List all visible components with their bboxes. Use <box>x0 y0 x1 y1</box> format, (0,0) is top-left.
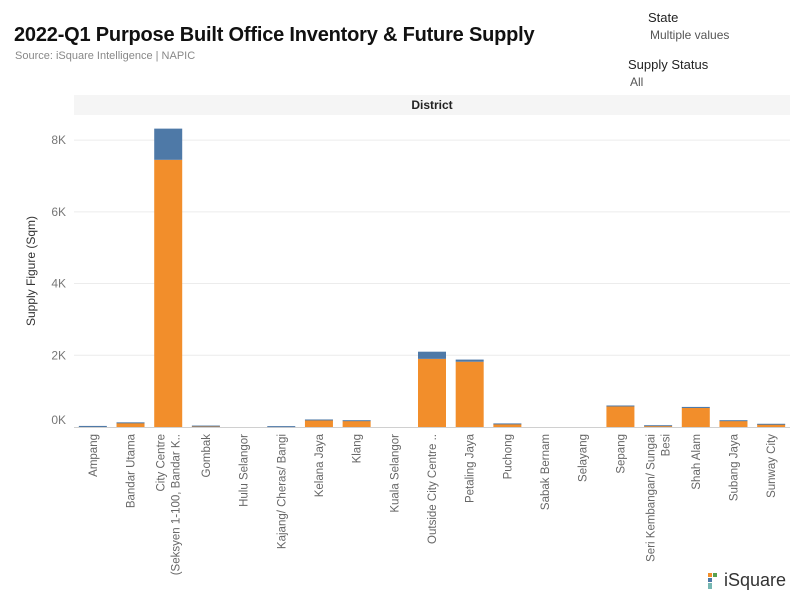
y-tick-label: 0K <box>51 413 66 427</box>
bar-future <box>644 425 673 427</box>
bar-future <box>493 423 522 425</box>
x-tick-label: Sepang <box>615 434 627 474</box>
x-tick-label: City Centre <box>156 434 168 492</box>
x-tick-label: Seri Kembangan/ Sungai <box>646 434 658 562</box>
bar-future <box>606 405 635 407</box>
x-tick-label: Besi <box>661 434 673 456</box>
x-tick-label: Kelana Jaya <box>314 433 326 497</box>
bar-existing <box>644 425 673 427</box>
column-header-bg <box>74 95 790 115</box>
x-tick-label: Shah Alam <box>691 434 703 490</box>
state-filter-value[interactable]: Multiple values <box>650 28 730 42</box>
bar-existing <box>154 159 183 428</box>
bar-existing <box>719 420 748 427</box>
state-filter[interactable]: State Multiple values <box>648 10 729 42</box>
isquare-logo: iSquare <box>707 570 786 591</box>
bar-existing <box>493 423 522 427</box>
column-header-label: District <box>411 98 452 112</box>
bar-future <box>267 426 296 428</box>
isquare-logo-icon <box>708 572 717 589</box>
supply-status-filter-label: Supply Status <box>628 57 709 72</box>
x-tick-label: Bandar Utama <box>126 433 138 508</box>
bar-future <box>455 359 484 362</box>
bar-existing <box>681 407 710 427</box>
chart-title: 2022-Q1 Purpose Built Office Inventory &… <box>14 24 535 46</box>
bar-existing <box>304 419 333 427</box>
bar-existing <box>116 422 145 427</box>
bar-future <box>154 128 183 160</box>
x-tick-label: Outside City Centre .. <box>427 434 439 544</box>
x-tick-label: Subang Jaya <box>728 433 740 501</box>
logo-text: iSquare <box>724 570 787 590</box>
bar-existing <box>606 406 635 427</box>
x-tick-label: Gombak <box>201 434 213 478</box>
y-tick-label: 6K <box>51 205 66 219</box>
x-tick-label: Sabak Bernam <box>540 434 552 510</box>
supply-status-filter[interactable]: Supply Status All <box>628 57 708 89</box>
y-tick-label: 2K <box>51 348 66 362</box>
y-axis-title: Supply Figure (Sqm) <box>24 216 38 326</box>
bar-future <box>757 423 786 425</box>
x-tick-label: Kajang/ Cheras/ Bangi <box>276 434 288 549</box>
bar-existing <box>455 361 484 427</box>
x-tick-label: Petaling Jaya <box>465 433 477 503</box>
bar-existing <box>418 358 446 427</box>
bar-future <box>116 422 145 424</box>
x-tick-label: Sunway City <box>766 434 778 498</box>
bar-future <box>304 419 333 421</box>
x-tick-label: (Seksyen 1-100, Bandar K.. <box>171 434 183 575</box>
y-tick-label: 8K <box>51 133 66 147</box>
state-filter-label: State <box>648 10 679 25</box>
bar-existing <box>342 420 371 427</box>
bar-future <box>681 406 710 408</box>
x-tick-label: Selayang <box>578 434 590 482</box>
chart-source: Source: iSquare Intelligence | NAPIC <box>15 50 196 62</box>
bar-future <box>342 420 371 422</box>
supply-status-filter-value[interactable]: All <box>630 75 644 89</box>
bar-future <box>191 425 220 427</box>
bar-existing <box>757 424 786 427</box>
x-tick-label: Ampang <box>88 434 100 477</box>
y-tick-label: 4K <box>51 277 66 291</box>
bar-future <box>78 425 107 427</box>
x-tick-label: Puchong <box>502 434 514 479</box>
x-tick-label: Hulu Selangor <box>239 434 251 507</box>
bar-future <box>418 351 446 359</box>
x-tick-label: Klang <box>352 434 364 463</box>
x-tick-label: Kuala Selangor <box>389 434 401 513</box>
bar-future <box>719 420 748 422</box>
